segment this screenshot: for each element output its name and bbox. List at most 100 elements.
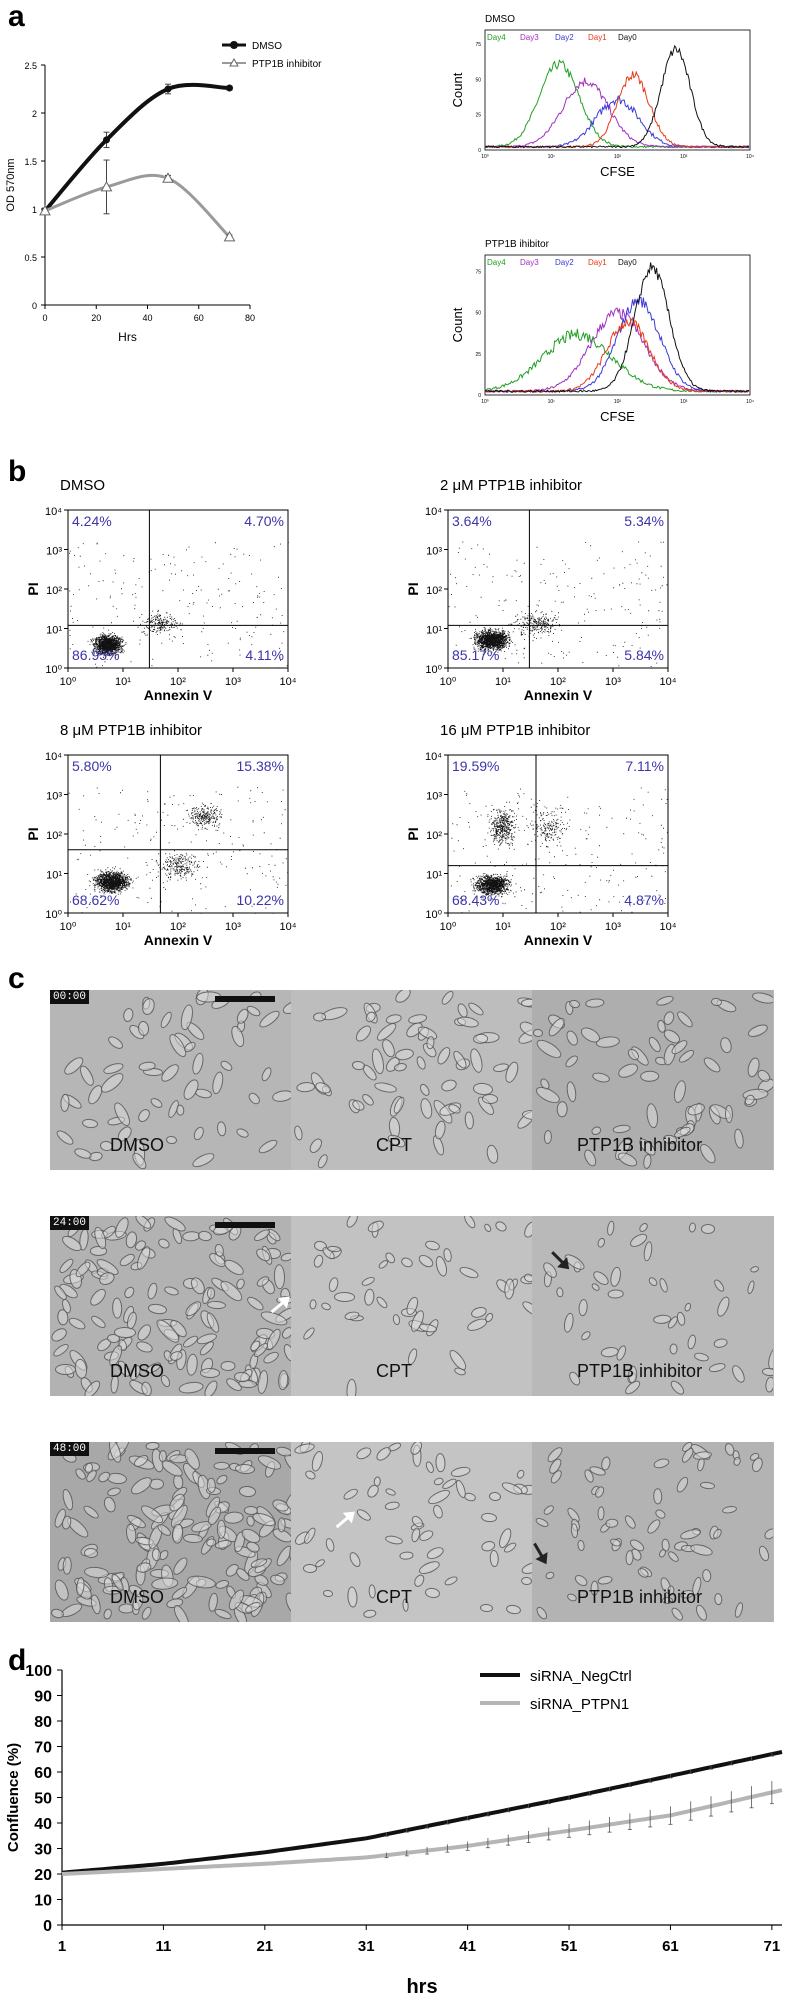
cell-shape	[521, 1219, 532, 1240]
legend-day2: Day2	[555, 33, 574, 42]
cell-shape	[223, 1510, 244, 1525]
microscopy-row: DMSO CPT PTP1B inhibitor 00:00	[50, 990, 774, 1170]
legend-day0: Day0	[618, 258, 637, 267]
plot-title: 8 μM PTP1B inhibitor	[60, 722, 202, 739]
y-tick-label: 10¹	[46, 870, 62, 882]
quadrant-ll: 85.17%	[452, 647, 499, 663]
cell-shape	[543, 1130, 553, 1145]
arrow-icon	[335, 1511, 355, 1529]
cell-shape	[572, 1572, 590, 1589]
cell-shape	[713, 1593, 723, 1607]
y-tick-label: 0	[478, 148, 481, 154]
y-tick-label: 0	[478, 393, 481, 399]
cell-shape	[700, 1568, 712, 1583]
cell-shape	[764, 1376, 773, 1394]
y-axis-label: Count	[450, 307, 465, 342]
y-tick-label: 10³	[46, 791, 62, 803]
cell-shape	[505, 1604, 522, 1616]
timestamp: 48:00	[50, 1442, 90, 1456]
cell-shape	[653, 1487, 663, 1504]
cell-shape	[182, 1533, 204, 1545]
y-tick-label: 50	[475, 311, 481, 317]
quadrant-ur: 5.34%	[624, 513, 664, 529]
cell-shape	[719, 1035, 734, 1055]
cell-shape	[102, 1495, 118, 1514]
condition-label: PTP1B inhibitor	[577, 1361, 703, 1381]
quadrant-lr: 4.11%	[245, 647, 284, 663]
flow-plot-2um: 2 μM PTP1B inhibitor 10⁰ 10¹ 10² 10³ 10⁴ 10⁰ 10…	[405, 477, 677, 703]
cell-shape	[315, 1152, 330, 1170]
condition-label: CPT	[376, 1361, 412, 1381]
legend-day4: Day4	[487, 33, 506, 42]
cell-shape	[424, 1460, 436, 1475]
series-line	[44, 173, 231, 238]
cell-shape	[481, 1512, 498, 1524]
cell-shape	[345, 1378, 357, 1396]
quadrant-lr: 4.87%	[624, 892, 664, 908]
cell-shape	[657, 1276, 670, 1294]
cell-shape	[616, 1061, 640, 1081]
microscopy-image: DMSO	[50, 1442, 291, 1622]
cell-shape	[435, 1453, 447, 1473]
cell-shape	[462, 1216, 478, 1230]
cell-shape	[343, 1216, 360, 1231]
cell-shape	[256, 1137, 280, 1156]
scale-bar	[215, 1222, 275, 1228]
cell-shape	[534, 1605, 549, 1621]
x-tick-label: 10¹	[548, 154, 556, 160]
quadrant-ul: 19.59%	[452, 758, 499, 774]
x-axis-label: Hrs	[118, 330, 137, 344]
y-tick-label: 10⁰	[45, 909, 62, 921]
cell-shape	[642, 1241, 654, 1262]
quadrant-ll: 86.95%	[72, 647, 119, 663]
legend-label: siRNA_PTPN1	[530, 1696, 629, 1713]
y-tick-label: 2.5	[24, 61, 37, 71]
cell-shape	[751, 991, 773, 1006]
y-tick-label: 10²	[46, 830, 62, 842]
x-tick-label: 10²	[550, 921, 566, 933]
cell-shape	[686, 1334, 698, 1351]
cell-shape	[210, 1070, 225, 1096]
cell-shape	[661, 1009, 677, 1026]
cell-shape	[721, 1504, 738, 1515]
cell-shape	[280, 1251, 291, 1263]
cell-shape	[708, 1361, 727, 1374]
cell-shape	[713, 1337, 729, 1349]
y-tick-label: 20	[34, 1867, 52, 1884]
cell-shape	[216, 1120, 228, 1137]
arrow-head	[557, 1257, 570, 1270]
histogram-trace	[484, 70, 750, 149]
cell-shape	[613, 1124, 632, 1135]
panel-letter-c: c	[8, 962, 25, 995]
cell-shape	[367, 1583, 376, 1599]
cell-shape	[67, 1315, 88, 1333]
cell-shape	[50, 1325, 69, 1344]
cell-shape	[443, 1574, 460, 1588]
cell-shape	[191, 1125, 206, 1143]
microscopy-image: PTP1B inhibitor	[532, 990, 773, 1170]
cell-shape	[609, 1266, 623, 1288]
quadrant-ur: 4.70%	[244, 513, 284, 529]
x-tick-label: 10¹	[548, 399, 556, 405]
cell-shape	[334, 1292, 356, 1303]
series-line	[61, 1788, 783, 1876]
cell-shape	[244, 1515, 256, 1528]
cell-shape	[440, 990, 457, 1007]
cfse-histogram-ptp1b: PTP1B ihibitor Day4 Day3 Day2 Day1 Day0 0 25 50 7…	[450, 239, 754, 424]
y-tick-label: 10⁴	[425, 506, 442, 518]
cell-shape	[489, 1549, 500, 1567]
cell-shape	[234, 1463, 256, 1475]
x-tick-label: 10⁰	[440, 921, 457, 933]
cell-shape	[651, 1456, 671, 1470]
cell-shape	[675, 1009, 696, 1030]
x-tick-label: 10⁰	[481, 399, 489, 405]
cell-shape	[564, 1080, 578, 1103]
histogram-title: DMSO	[485, 14, 515, 25]
cell-shape	[61, 1487, 76, 1511]
x-tick-label: 80	[245, 313, 255, 323]
cell-shape	[481, 1094, 499, 1105]
cell-shape	[482, 1222, 493, 1234]
cell-shape	[121, 1284, 137, 1300]
cell-shape	[322, 1589, 334, 1598]
plot-title: DMSO	[60, 477, 105, 494]
